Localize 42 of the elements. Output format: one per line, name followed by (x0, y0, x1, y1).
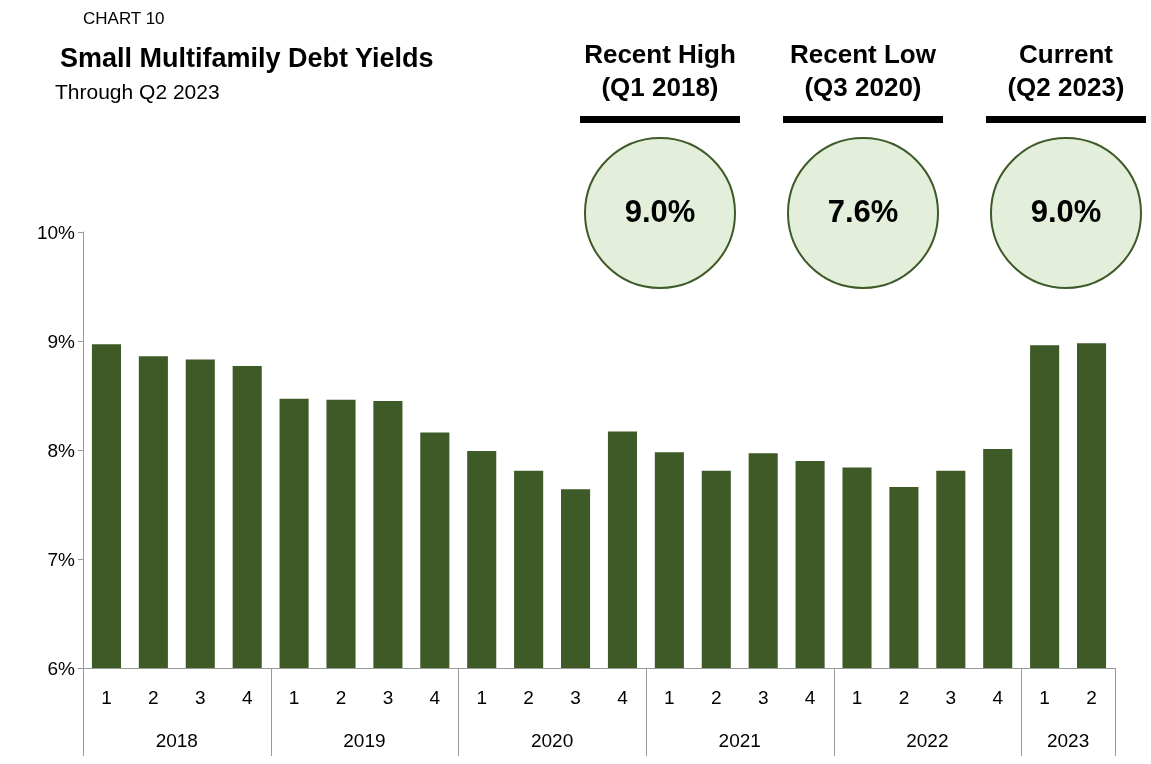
text: 2023 (1045, 730, 1091, 752)
x-tick-label: 2 (898, 687, 910, 708)
text: Recent Low (Q3 2020) (789, 38, 937, 104)
y-tick-label: 10% (36, 221, 76, 243)
x-tick-label: 2 (523, 687, 534, 708)
x-tick-label: 1 (664, 687, 675, 708)
y-tick-label: 9% (47, 330, 76, 352)
text: 9.0% (623, 194, 697, 230)
text: 2018 (154, 730, 199, 752)
x-tick-label: 3 (382, 687, 394, 708)
x-tick-label: 1 (101, 687, 112, 708)
text: Recent High (Q1 2018) (583, 38, 737, 104)
y-tick-label: 8% (47, 439, 76, 461)
y-tick-label: 6% (47, 657, 76, 679)
text: 2019 (342, 730, 387, 752)
text: Current (Q2 2023) (1006, 38, 1126, 104)
caption: CHART 10 (83, 9, 165, 28)
x-tick-label: 4 (617, 687, 629, 708)
text: 2021 (717, 730, 762, 752)
text: 2022 (905, 730, 950, 752)
x-tick-label: 2 (335, 687, 347, 708)
chart-title: Small Multifamily Debt Yields (60, 42, 434, 73)
x-tick-label: 3 (194, 687, 206, 708)
x-tick-label: 1 (476, 687, 488, 708)
x-tick-label: 3 (945, 687, 957, 708)
x-tick-label: 1 (288, 687, 300, 708)
x-tick-label: 1 (1039, 687, 1050, 708)
x-tick-label: 4 (429, 687, 441, 708)
chart-subtitle: Through Q2 2023 (55, 80, 220, 103)
x-tick-label: 3 (757, 687, 769, 708)
y-tick-label: 7% (47, 548, 76, 570)
x-tick-label: 3 (570, 687, 581, 708)
text: 7.6% (826, 194, 900, 230)
text: 9.0% (1029, 194, 1103, 230)
x-tick-label: 2 (1086, 687, 1097, 708)
x-tick-label: 2 (710, 687, 722, 708)
x-tick-label: 4 (992, 687, 1004, 708)
text: 2020 (529, 730, 575, 752)
x-tick-label: 4 (241, 687, 253, 708)
x-tick-label: 1 (851, 687, 863, 708)
x-tick-label: 4 (804, 687, 816, 708)
x-tick-label: 2 (148, 687, 159, 708)
